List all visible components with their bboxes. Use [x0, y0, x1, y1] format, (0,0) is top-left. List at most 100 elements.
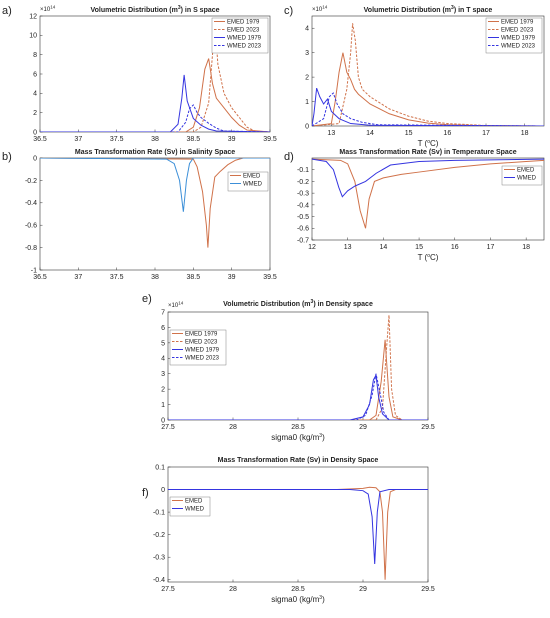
x-tick-label: 37 [74, 136, 82, 143]
x-tick-label: 29.5 [421, 586, 435, 593]
chart-title: Mass Transformation Rate (Sv) in Salinit… [75, 149, 235, 156]
y-tick-label: -0.7 [297, 237, 309, 244]
series-line-emed [312, 158, 544, 229]
series-line-emed-1979 [168, 339, 428, 420]
x-tick-label: 28 [229, 424, 237, 431]
y-tick-label: -0.2 [153, 532, 165, 539]
y-tick-label: 4 [305, 26, 309, 33]
legend-entry: EMED 1979 [227, 20, 260, 26]
y-tick-label: -0.8 [25, 245, 37, 252]
legend-entry: WMED 1979 [185, 348, 220, 354]
series-line-wmed [312, 158, 544, 198]
series-line-emed [168, 486, 428, 580]
y-tick-label: -0.2 [25, 178, 37, 185]
series-line-emed [40, 158, 270, 248]
panel-label: a) [2, 5, 12, 17]
legend [169, 496, 211, 517]
y-tick-label: 1 [305, 99, 309, 106]
axis-exponent: ×1014 [312, 5, 328, 14]
legend-entry: EMED 2023 [185, 340, 218, 346]
y-tick-label: 0 [161, 417, 165, 424]
panel-label: d) [284, 151, 294, 163]
chart-title: Mass Transformation Rate (Sv) in Density… [218, 457, 379, 464]
y-tick-label: -0.6 [297, 226, 309, 233]
legend-entry: EMED 1979 [501, 20, 534, 26]
y-tick-label: -0.4 [297, 202, 309, 209]
y-tick-label: -0.4 [153, 577, 165, 584]
y-tick-label: -0.6 [25, 223, 37, 230]
x-axis-label: T (oC) [418, 253, 439, 262]
x-tick-label: 28 [229, 586, 237, 593]
x-tick-label: 39 [228, 274, 236, 281]
x-tick-label: 29 [359, 424, 367, 431]
legend-entry: WMED [517, 176, 537, 182]
y-tick-label: 0 [305, 123, 309, 130]
legend-entry: WMED 2023 [501, 44, 536, 50]
series-line-emed-2023 [168, 315, 428, 420]
series-line-emed-2023 [40, 20, 270, 132]
chart-title: Volumetric Distribution (m3) in Density … [223, 299, 373, 308]
y-tick-label: 0 [33, 129, 37, 136]
x-tick-label: 36.5 [33, 136, 47, 143]
panel-label: f) [142, 487, 149, 499]
x-axis-label: T (oC) [418, 139, 439, 148]
series-line-wmed [168, 489, 428, 564]
legend-entry: EMED 2023 [501, 28, 534, 34]
x-tick-label: 28.5 [291, 424, 305, 431]
legend [227, 171, 269, 192]
series-line-emed-1979 [40, 58, 270, 132]
series-line-wmed-1979 [312, 87, 544, 126]
x-tick-label: 16 [451, 244, 459, 251]
legend [169, 329, 227, 366]
legend-entry: EMED 1979 [185, 332, 218, 338]
y-tick-label: 5 [161, 340, 165, 347]
panel-label: e) [142, 293, 152, 305]
y-tick-label: -0.5 [297, 214, 309, 221]
x-tick-label: 18 [522, 244, 530, 251]
y-tick-label: 6 [161, 325, 165, 332]
series-line-emed-1979 [312, 52, 544, 126]
legend-entry: WMED 2023 [185, 356, 220, 362]
series-line-wmed [40, 158, 270, 212]
y-tick-label: 0 [33, 155, 37, 162]
chart-title: Mass Transformation Rate (Sv) in Tempera… [339, 149, 516, 156]
x-tick-label: 29.5 [421, 424, 435, 431]
y-tick-label: 4 [161, 356, 165, 363]
x-axis-label: sigma0 (kg/m3) [271, 433, 325, 442]
x-tick-label: 15 [405, 130, 413, 137]
legend-entry: EMED [517, 168, 535, 174]
y-tick-label: 1 [161, 402, 165, 409]
x-tick-label: 36.5 [33, 274, 47, 281]
x-tick-label: 14 [366, 130, 374, 137]
legend-entry: WMED [243, 182, 263, 188]
y-tick-label: 10 [29, 33, 37, 40]
series-line-wmed-2023 [312, 92, 544, 126]
y-tick-label: 2 [33, 110, 37, 117]
y-tick-label: 8 [33, 52, 37, 59]
y-tick-label: -1 [31, 267, 37, 274]
y-tick-label: 2 [161, 387, 165, 394]
legend-entry: WMED 1979 [227, 36, 262, 42]
panel-label: b) [2, 151, 12, 163]
x-tick-label: 38.5 [187, 274, 201, 281]
series-line-wmed-2023 [40, 104, 270, 132]
legend [211, 17, 269, 54]
axis-exponent: ×1014 [40, 5, 56, 14]
x-tick-label: 39 [228, 136, 236, 143]
y-tick-label: 3 [305, 50, 309, 57]
y-tick-label: -0.3 [297, 191, 309, 198]
legend-entry: EMED [243, 174, 261, 180]
y-tick-label: -0.1 [153, 509, 165, 516]
y-tick-label: 0 [161, 487, 165, 494]
y-tick-label: -0.3 [153, 555, 165, 562]
panel-label: c) [284, 5, 293, 17]
x-tick-label: 27.5 [161, 424, 175, 431]
x-tick-label: 37.5 [110, 274, 124, 281]
y-tick-label: 4 [33, 91, 37, 98]
chart-title: Volumetric Distribution (m3) in T space [364, 5, 493, 14]
legend-entry: WMED 2023 [227, 44, 262, 50]
x-tick-label: 39.5 [263, 136, 277, 143]
x-tick-label: 17 [487, 244, 495, 251]
x-tick-label: 38 [151, 274, 159, 281]
x-tick-label: 27.5 [161, 586, 175, 593]
